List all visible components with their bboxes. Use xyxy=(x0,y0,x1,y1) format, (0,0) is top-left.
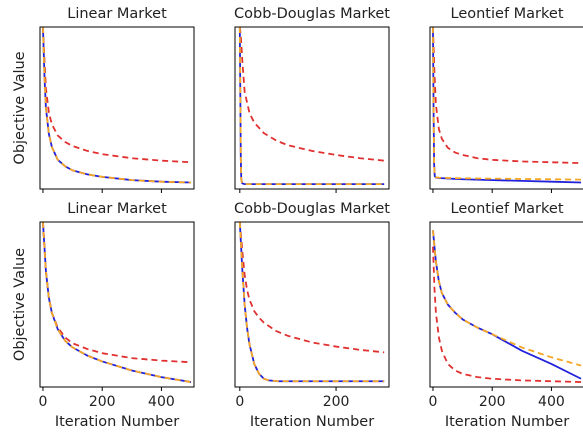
series-line-blue-2 xyxy=(238,27,385,186)
series-group xyxy=(238,222,385,383)
x-tick-label: 0 xyxy=(39,394,48,410)
x-tick-label: 200 xyxy=(479,394,506,410)
panel-title: Cobb-Douglas Market xyxy=(234,6,390,22)
series-group xyxy=(432,27,582,184)
series-line-red-1 xyxy=(42,27,192,164)
series-line-red-1 xyxy=(42,222,192,364)
y-axis-label: Objective Value xyxy=(12,248,28,361)
chart-panel-4: Linear Market 0 200 400 Iteration Number Obje… xyxy=(12,201,195,430)
plot-frame xyxy=(234,221,390,388)
plot-frame xyxy=(429,26,583,190)
series-line-red-1 xyxy=(432,27,582,164)
series-line-blue-2 xyxy=(432,27,582,184)
plot-frame xyxy=(234,26,390,190)
plot-frame xyxy=(429,221,583,388)
x-tick-label: 0 xyxy=(429,394,438,410)
x-tick-label: 200 xyxy=(323,394,350,410)
series-line-orange-3 xyxy=(42,27,192,184)
series-line-orange-3 xyxy=(432,27,582,181)
x-axis-label: Iteration Number xyxy=(250,414,374,430)
plot-frame xyxy=(39,221,195,388)
chart-panel-3: Leontief Market xyxy=(429,6,583,193)
chart-panel-5: Cobb-Douglas Market 0 200 Iteration Number xyxy=(234,201,390,430)
panel-title: Leontief Market xyxy=(451,201,564,217)
series-group xyxy=(432,230,582,383)
series-line-orange-3 xyxy=(238,27,385,186)
panel-title: Linear Market xyxy=(67,6,167,22)
series-line-blue-2 xyxy=(432,230,582,380)
series-group xyxy=(238,27,385,186)
x-tick-label: 200 xyxy=(89,394,116,410)
panel-title: Linear Market xyxy=(67,201,167,217)
series-group xyxy=(42,27,192,184)
series-line-orange-3 xyxy=(432,230,582,367)
series-line-orange-3 xyxy=(42,222,192,383)
panel-title: Leontief Market xyxy=(451,6,564,22)
series-line-blue-2 xyxy=(42,222,192,383)
x-tick-label: 0 xyxy=(235,394,244,410)
x-tick-label: 400 xyxy=(148,394,175,410)
plot-frame xyxy=(39,26,195,190)
series-line-orange-3 xyxy=(238,222,385,383)
chart-panel-1: Linear Market Objective Value xyxy=(12,6,195,193)
chart-panel-6: Leontief Market 0 200 400 Iteration Number xyxy=(429,201,583,430)
series-line-red-1 xyxy=(238,222,385,354)
x-axis-label: Iteration Number xyxy=(445,414,569,430)
series-line-red-1 xyxy=(238,27,385,162)
series-line-red-1 xyxy=(432,246,582,383)
chart-panel-2: Cobb-Douglas Market xyxy=(234,6,390,193)
series-line-blue-2 xyxy=(42,27,192,184)
series-group xyxy=(42,222,192,383)
x-axis-label: Iteration Number xyxy=(55,414,179,430)
y-axis-label: Objective Value xyxy=(12,51,28,164)
x-tick-label: 400 xyxy=(538,394,565,410)
panel-title: Cobb-Douglas Market xyxy=(234,201,390,217)
series-line-blue-2 xyxy=(238,222,385,383)
